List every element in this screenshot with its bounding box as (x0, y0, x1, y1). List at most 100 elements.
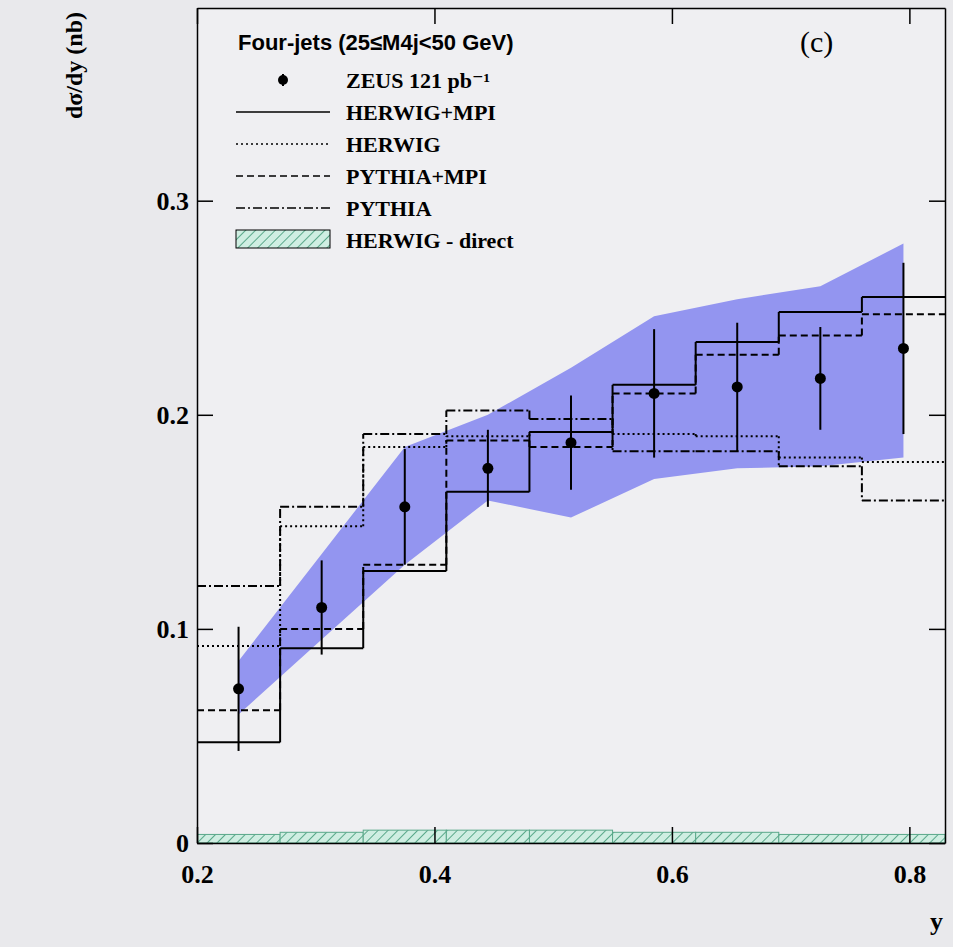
step-riser (695, 434, 697, 436)
tick (672, 8, 673, 24)
data-point (815, 373, 826, 384)
y-axis-title: dσ/dy (nb) (61, 12, 87, 119)
tick: 0 (176, 829, 213, 858)
legend: Four-jets (25≤M4j<50 GeV) ZEUS 121 pb⁻¹ HE… (236, 30, 514, 253)
x-axis-title: y (930, 907, 943, 936)
axis: 0.2 0.4 0.6 0.8 (181, 827, 945, 889)
tick (929, 629, 945, 630)
tick (929, 415, 945, 416)
hatched-bar (613, 832, 696, 843)
step-riser (778, 451, 780, 466)
tick-mark (197, 415, 213, 417)
step-riser (528, 440, 530, 446)
step-series (197, 314, 945, 710)
legend-item: HERWIG (236, 132, 441, 157)
axis-line (945, 9, 947, 844)
axis (198, 8, 946, 24)
step-riser (612, 419, 614, 451)
legend-item: HERWIG+MPI (236, 100, 496, 125)
tick-mark (197, 200, 213, 202)
legend-label: HERWIG+MPI (346, 100, 496, 125)
tick-mark (929, 843, 945, 845)
tick-mark (929, 629, 945, 631)
step-riser (445, 440, 447, 564)
legend-symbol (236, 111, 330, 113)
legend-symbol (278, 75, 288, 85)
legend-label: ZEUS 121 pb⁻¹ (346, 68, 490, 93)
legend-symbol (236, 175, 330, 177)
step-riser (861, 297, 863, 312)
tick-label: 0.2 (181, 860, 214, 889)
tick (929, 201, 945, 202)
data-point (233, 683, 244, 694)
tick: 0.2 (157, 401, 214, 430)
tick-label: 0.8 (894, 860, 927, 889)
tick-mark (434, 8, 436, 24)
data-point (732, 381, 743, 392)
step-series (197, 297, 945, 742)
step-riser (279, 507, 281, 586)
axis-line (198, 8, 946, 10)
step-riser (861, 314, 863, 335)
legend-symbol (236, 230, 330, 248)
hatched-bar (696, 832, 779, 843)
step-segment (280, 506, 363, 508)
tick-mark (434, 827, 436, 843)
tick-label: 0.6 (656, 860, 689, 889)
step-riser (528, 432, 530, 492)
step-segment (363, 570, 446, 572)
tick-mark (929, 200, 945, 202)
legend-item: PYTHIA (236, 196, 432, 221)
chart: 0.20.40.60.800.10.20.3dσ/dy (nb)y(c)Four… (0, 0, 953, 947)
legend-label: PYTHIA (346, 196, 432, 221)
tick: 0.6 (656, 827, 689, 889)
hatched-bar (197, 834, 280, 843)
step-segment (862, 461, 945, 463)
hatched-bar (280, 832, 363, 843)
hatched-bar (862, 834, 945, 843)
axis: 00.10.20.3 (157, 9, 214, 858)
step-segment (862, 499, 945, 501)
axis-line (198, 843, 946, 845)
step-segment (446, 410, 529, 412)
uncertainty-band (239, 244, 904, 715)
legend-item: PYTHIA+MPI (236, 164, 487, 189)
tick-label: 0.1 (157, 615, 190, 644)
tick (909, 8, 910, 24)
step-riser (445, 411, 447, 435)
step-riser (778, 336, 780, 355)
step-riser (528, 432, 530, 436)
tick (434, 8, 435, 24)
tick-mark (672, 827, 674, 843)
data-point (316, 602, 327, 613)
hatched-bar (363, 830, 446, 843)
step-riser (861, 466, 863, 500)
chart-title: Four-jets (25≤M4j<50 GeV) (238, 30, 514, 55)
legend-label: HERWIG (346, 132, 441, 157)
legend-label: HERWIG - direct (346, 228, 514, 253)
legend-item: HERWIG - direct (236, 228, 514, 253)
step-riser (695, 355, 697, 394)
plot-background (197, 8, 945, 843)
step-riser (362, 434, 364, 507)
step-riser (362, 565, 364, 629)
tick-mark (197, 843, 213, 845)
tick: 0.8 (894, 827, 927, 889)
axis-line (197, 9, 199, 844)
step-segment (779, 465, 862, 467)
legend-item: ZEUS 121 pb⁻¹ (278, 68, 490, 93)
tick-label: 0 (176, 829, 189, 858)
step-riser (279, 629, 281, 710)
panel-label: (c) (800, 25, 833, 59)
plot-area (197, 244, 945, 843)
tick: 0.4 (419, 827, 452, 889)
axis (929, 9, 946, 844)
tick-label: 0.2 (157, 401, 190, 430)
data-point (482, 463, 493, 474)
legend-symbol (236, 207, 330, 209)
step-segment (363, 433, 446, 435)
step-riser (528, 411, 530, 420)
tick-mark (197, 629, 213, 631)
tick-mark (909, 827, 911, 843)
data-point (649, 388, 660, 399)
